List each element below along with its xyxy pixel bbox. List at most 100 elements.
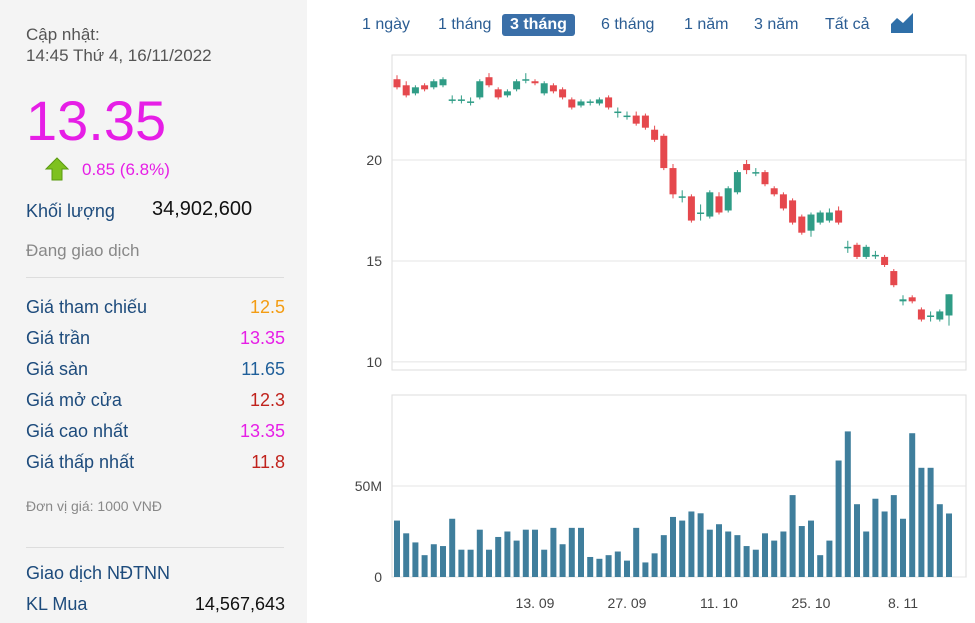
candle-body <box>513 81 521 90</box>
plot-frame <box>391 54 967 371</box>
volume-bar <box>587 556 594 577</box>
candle-body <box>743 164 751 171</box>
range-tab[interactable]: Tất cả <box>825 16 870 33</box>
range-tab[interactable]: 1 năm <box>684 16 729 33</box>
y-tick-label: 50M <box>355 478 382 494</box>
candle-body <box>549 85 557 92</box>
volume-bar <box>927 467 934 577</box>
separator <box>26 547 284 548</box>
candle-body <box>411 87 419 94</box>
x-tick-label: 27. 09 <box>608 595 647 611</box>
candle-body <box>457 99 465 101</box>
candle-body <box>835 210 843 223</box>
volume-bar <box>624 560 630 577</box>
candle-body <box>531 81 539 84</box>
status: Đang giao dịch <box>26 241 140 260</box>
candle-body <box>393 79 401 88</box>
volume-bar <box>946 513 952 577</box>
volume-bar <box>909 433 916 577</box>
candle-body <box>853 244 861 257</box>
chart-type-icon[interactable] <box>890 12 914 34</box>
foreign-title: Giao dịch NĐTNN <box>26 563 171 583</box>
volume: 34,902,600 <box>152 198 253 220</box>
candle-body <box>623 115 631 118</box>
volume-bar <box>881 511 888 577</box>
candle-body <box>927 315 935 317</box>
volume-bar <box>854 504 860 577</box>
volume-bar <box>651 553 658 577</box>
candle-body <box>485 77 493 86</box>
volume-bar <box>798 526 805 577</box>
row-label: Giá thấp nhất <box>26 452 135 472</box>
candle-body <box>752 172 760 174</box>
volume-bar <box>808 520 814 577</box>
row-label: Giá cao nhất <box>26 421 129 441</box>
candle-body <box>678 196 686 198</box>
candle-body <box>779 194 787 209</box>
candle-body <box>862 246 870 257</box>
candle-body <box>798 216 806 233</box>
candle-body <box>881 256 889 265</box>
candle-body <box>789 200 797 223</box>
candle-body <box>715 196 723 213</box>
price-change: 0.85 (6.8%) <box>82 160 170 179</box>
range-tab[interactable]: 3 năm <box>754 16 799 33</box>
volume-bar <box>679 520 686 577</box>
volume-bar <box>403 533 410 577</box>
candle-body <box>430 81 438 88</box>
volume-bar <box>430 544 437 577</box>
volume-bar <box>918 467 925 577</box>
candle-body <box>936 311 944 320</box>
range-tab[interactable]: 3 tháng <box>502 14 575 36</box>
volume-bar <box>568 527 575 577</box>
row-value: 11.65 <box>241 359 285 379</box>
volume-bar <box>458 549 465 577</box>
range-tab[interactable]: 1 ngày <box>362 16 411 33</box>
volume-bar <box>394 520 400 577</box>
volume-bar <box>844 431 851 577</box>
volume-bar <box>826 540 833 577</box>
volume-bar <box>743 546 750 577</box>
price: 13.35 <box>26 89 167 152</box>
volume-bar <box>752 549 759 577</box>
candle-body <box>807 214 815 231</box>
candle-body <box>632 115 640 124</box>
candle-body <box>614 111 622 114</box>
volume-bar <box>504 531 511 577</box>
range-tab[interactable]: 6 tháng <box>601 16 655 33</box>
volume-bar <box>550 527 557 577</box>
candle-body <box>908 297 916 302</box>
unit-note: Đơn vị giá: 1000 VNĐ <box>26 498 163 514</box>
candle-body <box>816 212 824 223</box>
candle-body <box>724 188 732 211</box>
volume-bar <box>476 529 483 577</box>
volume-bar <box>817 555 824 577</box>
volume-bar <box>605 555 612 577</box>
volume-bar <box>522 529 529 577</box>
volume-bar <box>467 549 474 577</box>
row-label: Giá mở cửa <box>26 390 122 410</box>
quote-panel: Cập nhật: 14:45 Thứ 4, 16/11/2022 13.35 … <box>0 0 307 623</box>
x-tick-label: 8. 11 <box>888 595 918 611</box>
candle-body <box>559 89 567 98</box>
volume-bar <box>706 529 713 577</box>
volume-bar <box>614 551 621 577</box>
candle-body <box>706 192 714 217</box>
candle-body <box>697 212 705 214</box>
row-value: 11.8 <box>251 452 285 472</box>
candle-body <box>402 85 410 96</box>
row-value: 12.3 <box>249 390 285 410</box>
candle-body <box>825 212 833 221</box>
volume-bar <box>900 518 906 577</box>
volume-bar <box>670 516 676 577</box>
range-tab[interactable]: 1 tháng <box>438 16 492 33</box>
volume-bar <box>633 527 640 577</box>
x-tick-label: 11. 10 <box>700 595 738 611</box>
volume-bar <box>835 460 842 577</box>
volume-bar <box>486 549 492 577</box>
separator <box>26 277 284 278</box>
volume-bar <box>440 546 446 577</box>
candle-body <box>945 294 953 316</box>
candle-body <box>899 299 907 302</box>
